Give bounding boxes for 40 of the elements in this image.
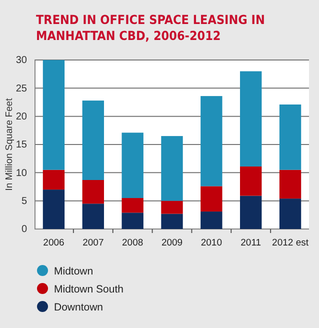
bar — [122, 198, 144, 213]
bar — [200, 96, 222, 186]
x-tick-label: 2011 — [240, 238, 262, 249]
x-tick-label: 2012 est — [272, 238, 309, 249]
bar — [200, 186, 222, 212]
bar — [240, 166, 262, 196]
bar — [161, 214, 183, 229]
x-tick-label: 2009 — [161, 238, 183, 249]
y-tick-label: 30 — [16, 55, 28, 66]
x-tick-label: 2007 — [82, 238, 104, 249]
y-axis-title: In Million Square Feet — [4, 98, 15, 191]
bar — [82, 180, 104, 204]
y-tick-label: 20 — [16, 112, 28, 123]
bar — [42, 190, 65, 229]
legend-label: Midtown — [54, 266, 94, 278]
bar — [82, 100, 104, 180]
y-tick-label: 0 — [21, 224, 28, 236]
bar — [161, 136, 183, 201]
x-tick-label: 2006 — [43, 238, 64, 249]
y-tick-label: 5 — [21, 196, 28, 208]
bar — [240, 71, 262, 166]
y-tick-label: 15 — [16, 140, 28, 151]
bar — [42, 170, 65, 190]
x-tick-label: 2010 — [200, 238, 222, 249]
legend-label: Midtown South — [54, 284, 124, 296]
bar — [82, 204, 104, 229]
bar — [279, 170, 302, 199]
bar — [200, 212, 222, 229]
bar — [240, 196, 262, 229]
bar — [42, 60, 65, 170]
bar — [122, 212, 144, 229]
bar — [279, 198, 302, 229]
x-tick-label: 2008 — [122, 238, 144, 249]
bar — [161, 200, 183, 214]
y-tick-label: 10 — [16, 168, 28, 179]
bar — [122, 132, 144, 198]
bar — [279, 104, 302, 170]
chart-title: TREND IN OFFICE SPACE LEASING IN MANHATTAN CBD, 2006-2012 — [36, 12, 265, 43]
y-tick-label: 25 — [16, 83, 28, 94]
legend-label: Downtown — [54, 302, 104, 314]
